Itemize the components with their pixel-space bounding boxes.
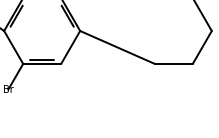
Text: Br: Br bbox=[3, 85, 14, 95]
